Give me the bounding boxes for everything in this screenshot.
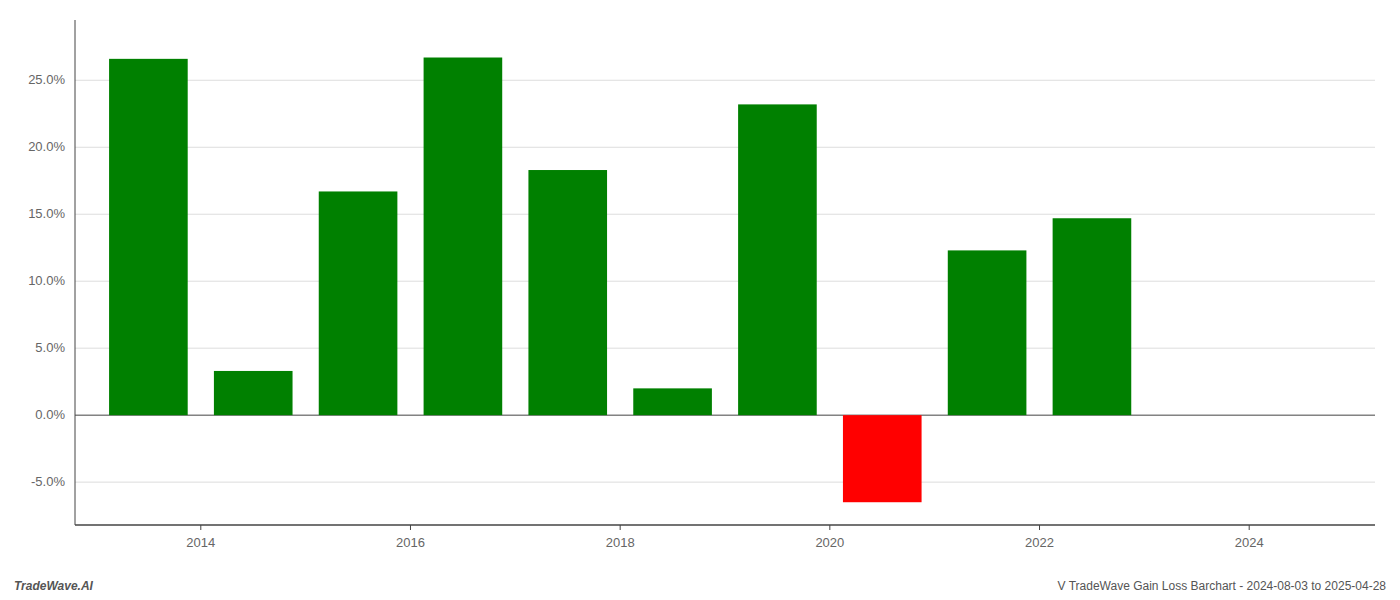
bar bbox=[1053, 218, 1132, 415]
footer-right: V TradeWave Gain Loss Barchart - 2024-08… bbox=[1058, 579, 1387, 593]
y-tick-label: 15.0% bbox=[28, 206, 65, 221]
y-tick-label: 0.0% bbox=[35, 407, 65, 422]
bar bbox=[843, 415, 922, 502]
y-tick-label: -5.0% bbox=[31, 474, 65, 489]
bar bbox=[948, 250, 1027, 415]
y-tick-label: 10.0% bbox=[28, 273, 65, 288]
x-tick-label: 2024 bbox=[1235, 535, 1264, 550]
grid-line bbox=[75, 80, 1375, 81]
chart: -5.0% 0.0% 5.0% 10.0% 15.0% 20.0% 25.0% 2014 201… bbox=[0, 0, 1400, 600]
x-tick-label: 2022 bbox=[1025, 535, 1054, 550]
bar bbox=[528, 170, 607, 415]
grid-line bbox=[75, 482, 1375, 483]
x-tick bbox=[200, 525, 201, 530]
x-tick-label: 2016 bbox=[396, 535, 425, 550]
x-tick-label: 2018 bbox=[606, 535, 635, 550]
x-tick-label: 2014 bbox=[186, 535, 215, 550]
bar bbox=[424, 58, 503, 416]
y-tick-label: 20.0% bbox=[28, 139, 65, 154]
footer-left: TradeWave.AI bbox=[14, 579, 94, 593]
y-axis-line bbox=[75, 20, 76, 525]
bar bbox=[738, 104, 817, 415]
x-tick bbox=[410, 525, 411, 530]
bar bbox=[633, 388, 712, 415]
bar bbox=[214, 371, 293, 415]
x-axis-line bbox=[75, 524, 1375, 526]
grid bbox=[75, 80, 1375, 482]
bar bbox=[109, 59, 188, 415]
grid-line bbox=[75, 147, 1375, 148]
x-tick bbox=[620, 525, 621, 530]
x-tick bbox=[1039, 525, 1040, 530]
x-tick bbox=[1249, 525, 1250, 530]
bars bbox=[109, 58, 1131, 503]
grid-line bbox=[75, 281, 1375, 282]
grid-line bbox=[75, 348, 1375, 349]
y-tick-label: 25.0% bbox=[28, 72, 65, 87]
x-tick-label: 2020 bbox=[815, 535, 844, 550]
bar bbox=[319, 191, 398, 415]
grid-line bbox=[75, 214, 1375, 215]
y-tick-label: 5.0% bbox=[35, 340, 65, 355]
x-tick bbox=[829, 525, 830, 530]
